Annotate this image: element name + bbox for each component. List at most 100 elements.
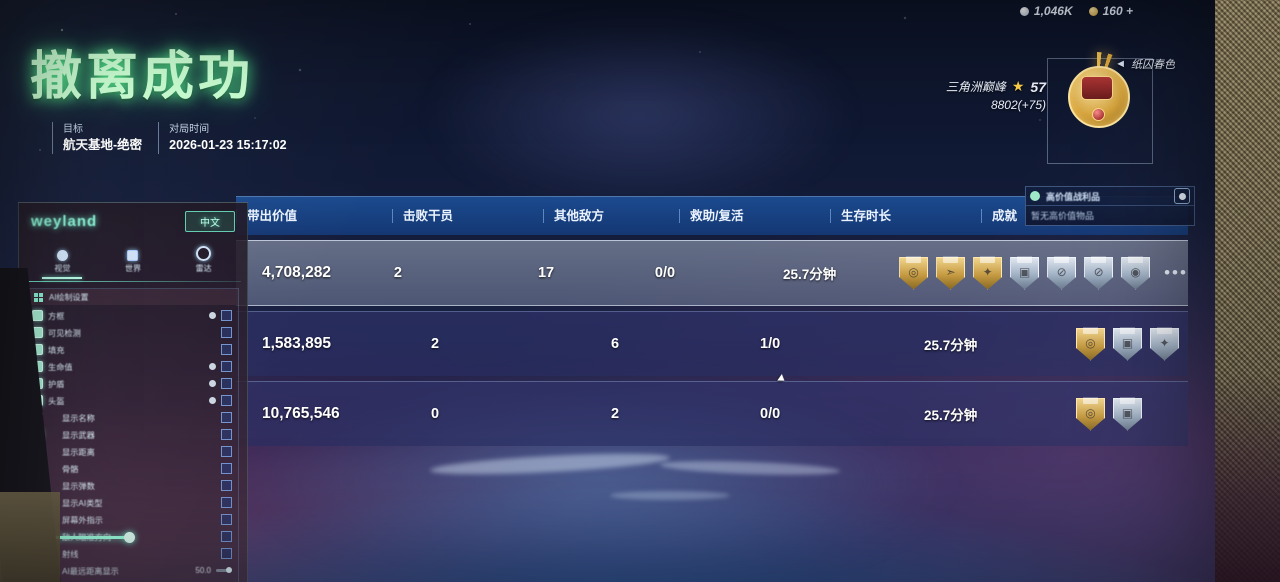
list-item[interactable]: 填充 xyxy=(28,341,238,358)
rank-score: 8802(+75) xyxy=(990,98,1046,112)
achievement-badge-gold[interactable]: ◎ xyxy=(1076,397,1105,431)
achievement-badge-gold[interactable]: ✦ xyxy=(973,256,1003,290)
cell-other-kills: 17 xyxy=(537,265,555,281)
overlay-logo: weyland xyxy=(31,212,98,230)
list-item[interactable]: 显示名称 xyxy=(28,409,238,426)
color-swatch[interactable] xyxy=(221,327,232,338)
rank-emblem-icon[interactable] xyxy=(1054,52,1140,138)
match-time-label: 对局时间 xyxy=(169,124,210,135)
color-swatch[interactable] xyxy=(221,548,232,559)
silver-currency[interactable]: 1,046K xyxy=(1019,4,1073,18)
grid-icon xyxy=(34,292,43,302)
language-button[interactable]: 中文 xyxy=(185,210,235,232)
overlay-titlebar: weyland 中文 xyxy=(19,203,247,239)
list-item[interactable]: 方框 xyxy=(28,307,238,324)
tab-radar-label: 雷达 xyxy=(195,264,212,273)
achievement-badge-gold[interactable]: ➣ xyxy=(936,256,966,290)
achievement-badge-silver[interactable]: ⊘ xyxy=(1084,256,1114,290)
badge-overflow-icon[interactable]: ••• xyxy=(1164,263,1188,282)
list-item[interactable]: 生命值 xyxy=(28,358,238,375)
silver-amount: 1,046K xyxy=(1033,4,1073,18)
achievement-badge-silver[interactable]: ▣ xyxy=(1010,256,1040,290)
list-item[interactable]: 显示距离 xyxy=(28,443,238,460)
achievement-badge-gold[interactable]: ◎ xyxy=(1076,327,1105,361)
mist-streak xyxy=(610,491,730,500)
rank-level: 57 xyxy=(1030,78,1046,95)
cell-value: 10,765,546 xyxy=(262,405,340,422)
option-label: 屏幕外指示 xyxy=(62,515,103,525)
tab-visuals[interactable]: 视觉 xyxy=(34,250,90,279)
option-label: 显示武器 xyxy=(62,430,95,440)
cell-survival: 25.7分钟 xyxy=(924,408,978,423)
list-item[interactable]: 显示武器 xyxy=(28,426,238,443)
color-swatch[interactable] xyxy=(221,480,232,491)
rank-name-row: 三角洲巅峰 ★ 57 xyxy=(946,78,1046,95)
color-swatch[interactable] xyxy=(221,429,232,440)
achievement-badge-silver[interactable]: ▣ xyxy=(1113,397,1142,431)
table-row[interactable]: 10,765,546 0 2 0/0 25.7分钟 ◎ ▣ xyxy=(236,381,1188,446)
achievement-badge-gold[interactable]: ◎ xyxy=(899,256,929,290)
achievement-badges[interactable]: ◎ ▣ ✦ xyxy=(1064,327,1188,361)
color-swatch[interactable] xyxy=(221,412,232,423)
tab-visuals-label: 视觉 xyxy=(54,264,71,273)
option-label: 头盔 xyxy=(48,396,65,406)
table-row[interactable]: 4,708,282 2 17 0/0 25.7分钟 ◎ ➣ ✦ ▣ ⊘ ⊘ ◉ … xyxy=(236,240,1188,306)
option-label: 显示距离 xyxy=(62,447,95,457)
gold-coin-icon xyxy=(1088,6,1098,16)
achievement-badges[interactable]: ◎ ➣ ✦ ▣ ⊘ ⊘ ◉ ••• xyxy=(887,256,1188,290)
monitor-stand-shadow xyxy=(0,492,60,582)
status-dot-icon xyxy=(209,380,216,387)
option-label: 显示名称 xyxy=(62,413,95,423)
color-swatch[interactable] xyxy=(221,378,232,389)
slider-track[interactable] xyxy=(216,567,232,573)
color-swatch[interactable] xyxy=(221,446,232,457)
loot-icon xyxy=(1030,191,1040,201)
achievement-badge-silver[interactable]: ◉ xyxy=(1121,256,1151,290)
option-label: 可见检测 xyxy=(48,328,81,338)
status-dot-icon xyxy=(209,397,216,404)
color-swatch[interactable] xyxy=(221,361,232,372)
checkbox-icon[interactable] xyxy=(32,310,43,321)
color-swatch[interactable] xyxy=(221,395,232,406)
color-swatch[interactable] xyxy=(221,463,232,474)
section-title: AI绘制设置 xyxy=(49,292,89,302)
tooltip-header: 高价值战利品 xyxy=(1026,187,1194,206)
list-item[interactable]: 骨骼 xyxy=(28,460,238,477)
option-label: 生命值 xyxy=(48,362,73,372)
gold-amount: 160 + xyxy=(1102,4,1133,18)
table-row[interactable]: 1,583,895 2 6 1/0 25.7分钟 ◎ ▣ ✦ xyxy=(236,311,1188,376)
list-item[interactable]: 护盾 xyxy=(28,375,238,392)
achievement-badge-silver[interactable]: ⊘ xyxy=(1047,256,1077,290)
tab-radar[interactable]: 雷达 xyxy=(176,246,232,279)
overlay-tabs: 视觉 世界 雷达 xyxy=(19,239,247,279)
nebula-glow xyxy=(430,20,850,210)
rank-text: 三角洲巅峰 ★ 57 8802(+75) xyxy=(946,78,1046,112)
cell-revives: 0/0 xyxy=(760,406,781,422)
match-time-block: 对局时间 2026-01-23 15:17:02 xyxy=(158,122,287,154)
color-swatch[interactable] xyxy=(221,531,232,542)
eye-icon xyxy=(56,250,68,261)
cell-operator-kills: 2 xyxy=(393,265,402,281)
objective-block: 目标 航天基地-绝密 xyxy=(52,122,142,154)
tab-world[interactable]: 世界 xyxy=(105,250,161,279)
list-item[interactable]: 头盔 xyxy=(28,392,238,409)
objective-label: 目标 xyxy=(63,124,83,135)
tooltip-close-button[interactable] xyxy=(1174,188,1190,204)
achievement-badges[interactable]: ◎ ▣ xyxy=(1064,397,1188,431)
gold-currency[interactable]: 160 + xyxy=(1088,4,1133,18)
emblem-inner-crest xyxy=(1081,76,1113,100)
emblem-gem xyxy=(1092,108,1105,121)
color-swatch[interactable] xyxy=(221,310,232,321)
color-swatch[interactable] xyxy=(221,514,232,525)
option-label: 护盾 xyxy=(48,379,65,389)
color-swatch[interactable] xyxy=(221,497,232,508)
achievement-badge-silver[interactable]: ▣ xyxy=(1113,327,1142,361)
grid-icon xyxy=(127,250,139,261)
achievement-badge-silver[interactable]: ✦ xyxy=(1150,327,1179,361)
color-swatch[interactable] xyxy=(221,344,232,355)
overlay-bottom-slider[interactable] xyxy=(7,532,135,543)
loot-tooltip: 高价值战利品 暂无高价值物品 xyxy=(1025,186,1195,226)
list-item[interactable]: 可见检测 xyxy=(28,324,238,341)
tooltip-title: 高价值战利品 xyxy=(1046,191,1101,202)
